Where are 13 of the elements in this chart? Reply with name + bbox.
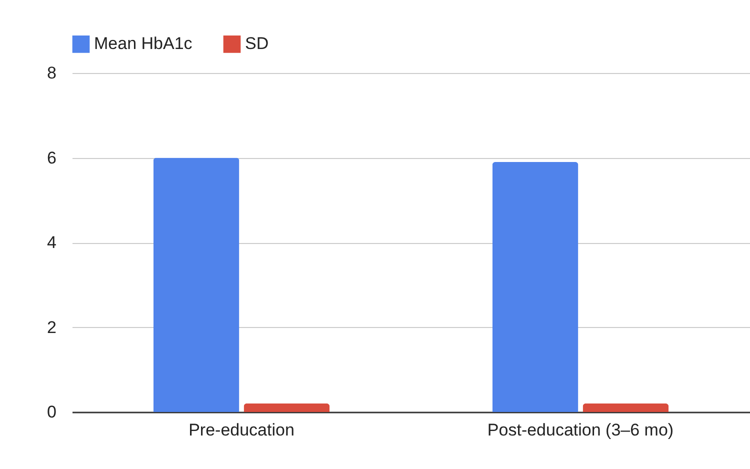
y-tick-label: 6 [47, 148, 56, 168]
x-tick-label: Post-education (3–6 mo) [487, 420, 674, 440]
y-tick-label: 8 [47, 64, 56, 82]
bar [492, 162, 578, 412]
legend-label: SD [245, 34, 269, 54]
bar [153, 158, 240, 412]
y-tick-label: 0 [47, 402, 56, 422]
y-tick-label: 2 [47, 318, 56, 337]
bar [244, 404, 330, 412]
legend-label: Mean HbA1c [94, 34, 193, 54]
y-tick-label: 4 [47, 233, 56, 252]
bar [582, 404, 669, 412]
x-tick-label: Pre-education [188, 420, 294, 440]
